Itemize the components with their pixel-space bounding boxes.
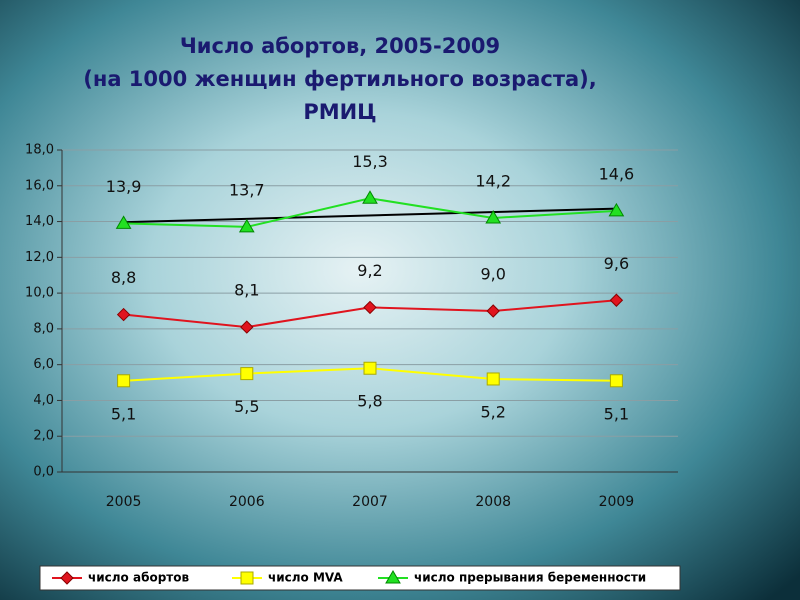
data-label: 14,6 xyxy=(599,164,635,183)
y-tick-label: 10,0 xyxy=(25,286,54,301)
point xyxy=(115,215,132,229)
x-tick-label: 2006 xyxy=(229,494,265,510)
legend-label: число абортов xyxy=(88,571,189,585)
data-label: 5,2 xyxy=(480,402,505,421)
point xyxy=(117,374,131,388)
point xyxy=(486,372,500,386)
point xyxy=(116,307,131,322)
chart-title: РМИЦ xyxy=(303,100,376,124)
legend-box xyxy=(39,565,681,591)
chart-title: (на 1000 женщин фертильного возраста), xyxy=(83,67,597,91)
point xyxy=(486,304,500,318)
trend-line xyxy=(123,207,617,224)
title-group: Число абортов, 2005-2009 (на 1000 женщин … xyxy=(83,34,597,124)
data-label: 5,1 xyxy=(604,404,629,423)
legend-marker xyxy=(385,570,401,584)
legend-marker xyxy=(240,571,254,585)
x-tick-label: 2009 xyxy=(599,494,635,510)
legend-label: число MVA xyxy=(268,571,343,585)
data-label: 8,1 xyxy=(234,281,259,300)
y-tick-label: 6,0 xyxy=(33,357,54,372)
point xyxy=(608,202,625,217)
legend-label: число прерывания беременности xyxy=(414,571,646,585)
data-label: 5,1 xyxy=(111,404,136,423)
x-tick-label: 2008 xyxy=(475,494,511,510)
data-label: 13,7 xyxy=(229,180,265,199)
data-label: 14,2 xyxy=(475,171,511,190)
point xyxy=(485,209,502,224)
y-tick-label: 2,0 xyxy=(33,429,54,444)
point xyxy=(238,218,255,233)
point xyxy=(240,367,254,381)
chart-title: Число абортов, 2005-2009 xyxy=(180,34,500,58)
data-label: 5,8 xyxy=(357,392,382,411)
data-label: 13,9 xyxy=(106,177,142,196)
point xyxy=(609,293,624,307)
x-tick-label: 2005 xyxy=(106,494,142,510)
data-label: 9,2 xyxy=(357,261,382,280)
data-label: 15,3 xyxy=(352,152,388,171)
x-tick-label: 2007 xyxy=(352,494,388,510)
y-tick-label: 8,0 xyxy=(33,321,54,336)
y-tick-label: 18,0 xyxy=(25,143,54,158)
point xyxy=(240,320,254,334)
y-tick-label: 14,0 xyxy=(25,214,54,229)
legend-marker xyxy=(60,571,74,585)
y-tick-label: 12,0 xyxy=(25,250,54,265)
y-tick-label: 0,0 xyxy=(33,465,54,480)
point xyxy=(609,374,623,388)
data-label: 9,6 xyxy=(604,254,629,273)
y-tick-label: 4,0 xyxy=(33,393,54,408)
point xyxy=(363,361,377,375)
y-tick-label: 16,0 xyxy=(25,178,54,193)
data-label: 8,8 xyxy=(111,268,136,287)
point xyxy=(363,300,377,315)
data-label: 5,5 xyxy=(234,397,259,416)
point xyxy=(362,190,378,204)
data-label: 9,0 xyxy=(480,265,505,284)
